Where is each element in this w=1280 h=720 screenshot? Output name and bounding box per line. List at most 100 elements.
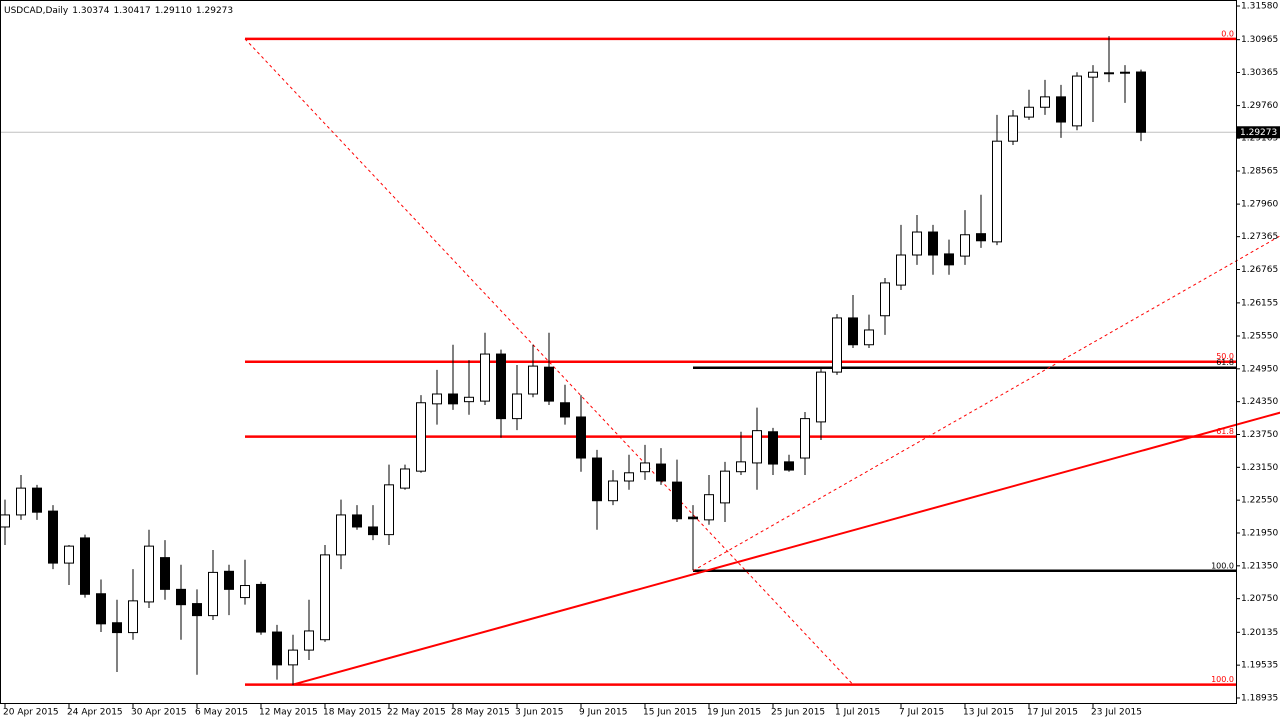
candle-body bbox=[960, 234, 970, 257]
candle-body bbox=[1008, 115, 1018, 142]
candle-body bbox=[1072, 75, 1082, 127]
candle-body bbox=[800, 418, 810, 459]
candle-body bbox=[368, 526, 378, 536]
y-tick-label: 1.20750 bbox=[1241, 594, 1278, 604]
price-tag bbox=[1237, 126, 1280, 139]
y-tick-label: 1.24950 bbox=[1241, 364, 1278, 374]
y-tick-label: 1.24350 bbox=[1241, 397, 1278, 407]
x-tick-label: 28 May 2015 bbox=[451, 708, 510, 718]
candle-body bbox=[336, 514, 346, 556]
candle-body bbox=[64, 545, 74, 564]
candle-body bbox=[304, 630, 314, 651]
x-tick-label: 17 Jul 2015 bbox=[1027, 708, 1078, 718]
candle-body bbox=[496, 353, 506, 420]
level-label: 61.8 bbox=[1216, 427, 1234, 436]
candle-body bbox=[896, 254, 906, 286]
y-tick-label: 1.29165 bbox=[1241, 134, 1278, 144]
candle-body bbox=[992, 140, 1002, 243]
x-tick-label: 24 Apr 2015 bbox=[67, 708, 123, 718]
candle-body bbox=[112, 622, 122, 634]
y-tick-label: 1.27960 bbox=[1241, 200, 1278, 210]
candle-body bbox=[528, 365, 538, 395]
level-label: 100.0 bbox=[1211, 561, 1234, 570]
header-close: 1.29273 bbox=[196, 6, 233, 16]
x-tick-label: 30 Apr 2015 bbox=[131, 708, 187, 718]
x-tick-label: 3 Jun 2015 bbox=[515, 708, 563, 718]
candle-body bbox=[688, 516, 698, 520]
candle-body bbox=[144, 545, 154, 603]
candle-body bbox=[624, 472, 634, 482]
candle-body bbox=[256, 583, 266, 633]
y-tick-label: 1.19535 bbox=[1241, 661, 1278, 671]
header-high: 1.30417 bbox=[113, 6, 150, 16]
candle-body bbox=[512, 393, 522, 420]
candle-body bbox=[592, 457, 602, 502]
candle-body bbox=[432, 393, 442, 405]
candle-body bbox=[608, 480, 618, 502]
level-label: 61.8 bbox=[1216, 358, 1234, 367]
candle-body bbox=[768, 431, 778, 465]
candle-body bbox=[720, 470, 730, 504]
candle-body bbox=[48, 510, 58, 564]
candle-body bbox=[976, 233, 986, 242]
y-tick-label: 1.26155 bbox=[1241, 298, 1278, 308]
candle-body bbox=[352, 514, 362, 528]
candle-body bbox=[208, 571, 218, 617]
x-tick-label: 18 May 2015 bbox=[323, 708, 382, 718]
y-tick-label: 1.29760 bbox=[1241, 101, 1278, 111]
candle-body bbox=[752, 430, 762, 464]
candle-body bbox=[480, 353, 490, 402]
x-tick-label: 22 May 2015 bbox=[387, 708, 446, 718]
x-tick-label: 12 May 2015 bbox=[259, 708, 318, 718]
level-label: 0.0 bbox=[1221, 29, 1234, 38]
x-tick-label: 7 Jul 2015 bbox=[899, 708, 944, 718]
candle-body bbox=[272, 631, 282, 666]
x-tick-label: 9 Jun 2015 bbox=[579, 708, 627, 718]
candle-body bbox=[880, 282, 890, 317]
y-tick-label: 1.21350 bbox=[1241, 561, 1278, 571]
candle-body bbox=[80, 537, 90, 595]
candle-body bbox=[176, 588, 186, 606]
y-tick-label: 1.30365 bbox=[1241, 68, 1278, 78]
x-tick-label: 19 Jun 2015 bbox=[707, 708, 761, 718]
y-tick-label: 1.18935 bbox=[1241, 693, 1278, 703]
candle-body bbox=[224, 570, 234, 590]
candle-body bbox=[320, 554, 330, 641]
candle-body bbox=[784, 461, 794, 471]
y-tick-label: 1.23750 bbox=[1241, 430, 1278, 440]
x-tick-label: 1 Jul 2015 bbox=[835, 708, 880, 718]
candle-body bbox=[1120, 71, 1130, 74]
candle-body bbox=[944, 253, 954, 266]
y-tick-label: 1.30965 bbox=[1241, 35, 1278, 45]
trend-line bbox=[244, 38, 854, 685]
candle-body bbox=[912, 231, 922, 256]
header-open: 1.30374 bbox=[72, 6, 109, 16]
candle-body bbox=[736, 461, 746, 473]
candle-body bbox=[1088, 71, 1098, 78]
x-tick-label: 23 Jul 2015 bbox=[1091, 708, 1142, 718]
candle-body bbox=[192, 603, 202, 617]
candle-body bbox=[928, 231, 938, 256]
trend-line bbox=[692, 235, 1280, 572]
candle-body bbox=[416, 402, 426, 472]
x-tick-label: 15 Jun 2015 bbox=[643, 708, 697, 718]
chart-title: USDCAD,Daily bbox=[4, 6, 69, 16]
level-label: 100.0 bbox=[1211, 675, 1234, 684]
y-tick-label: 1.27365 bbox=[1241, 232, 1278, 242]
candle-body bbox=[544, 366, 554, 402]
level-label: 50.0 bbox=[1216, 352, 1234, 361]
candle-body bbox=[96, 593, 106, 625]
candle-body bbox=[32, 487, 42, 513]
candle-body bbox=[816, 371, 826, 423]
y-tick-label: 1.23150 bbox=[1241, 463, 1278, 473]
candle-body bbox=[1104, 72, 1114, 75]
candle-body bbox=[240, 585, 250, 599]
candle-body bbox=[464, 396, 474, 403]
x-tick-label: 20 Apr 2015 bbox=[3, 708, 59, 718]
y-tick-label: 1.28565 bbox=[1241, 167, 1278, 177]
candle-body bbox=[1040, 96, 1050, 108]
candle-body bbox=[288, 649, 298, 666]
y-tick-label: 1.31580 bbox=[1241, 2, 1278, 12]
candle-body bbox=[576, 416, 586, 459]
